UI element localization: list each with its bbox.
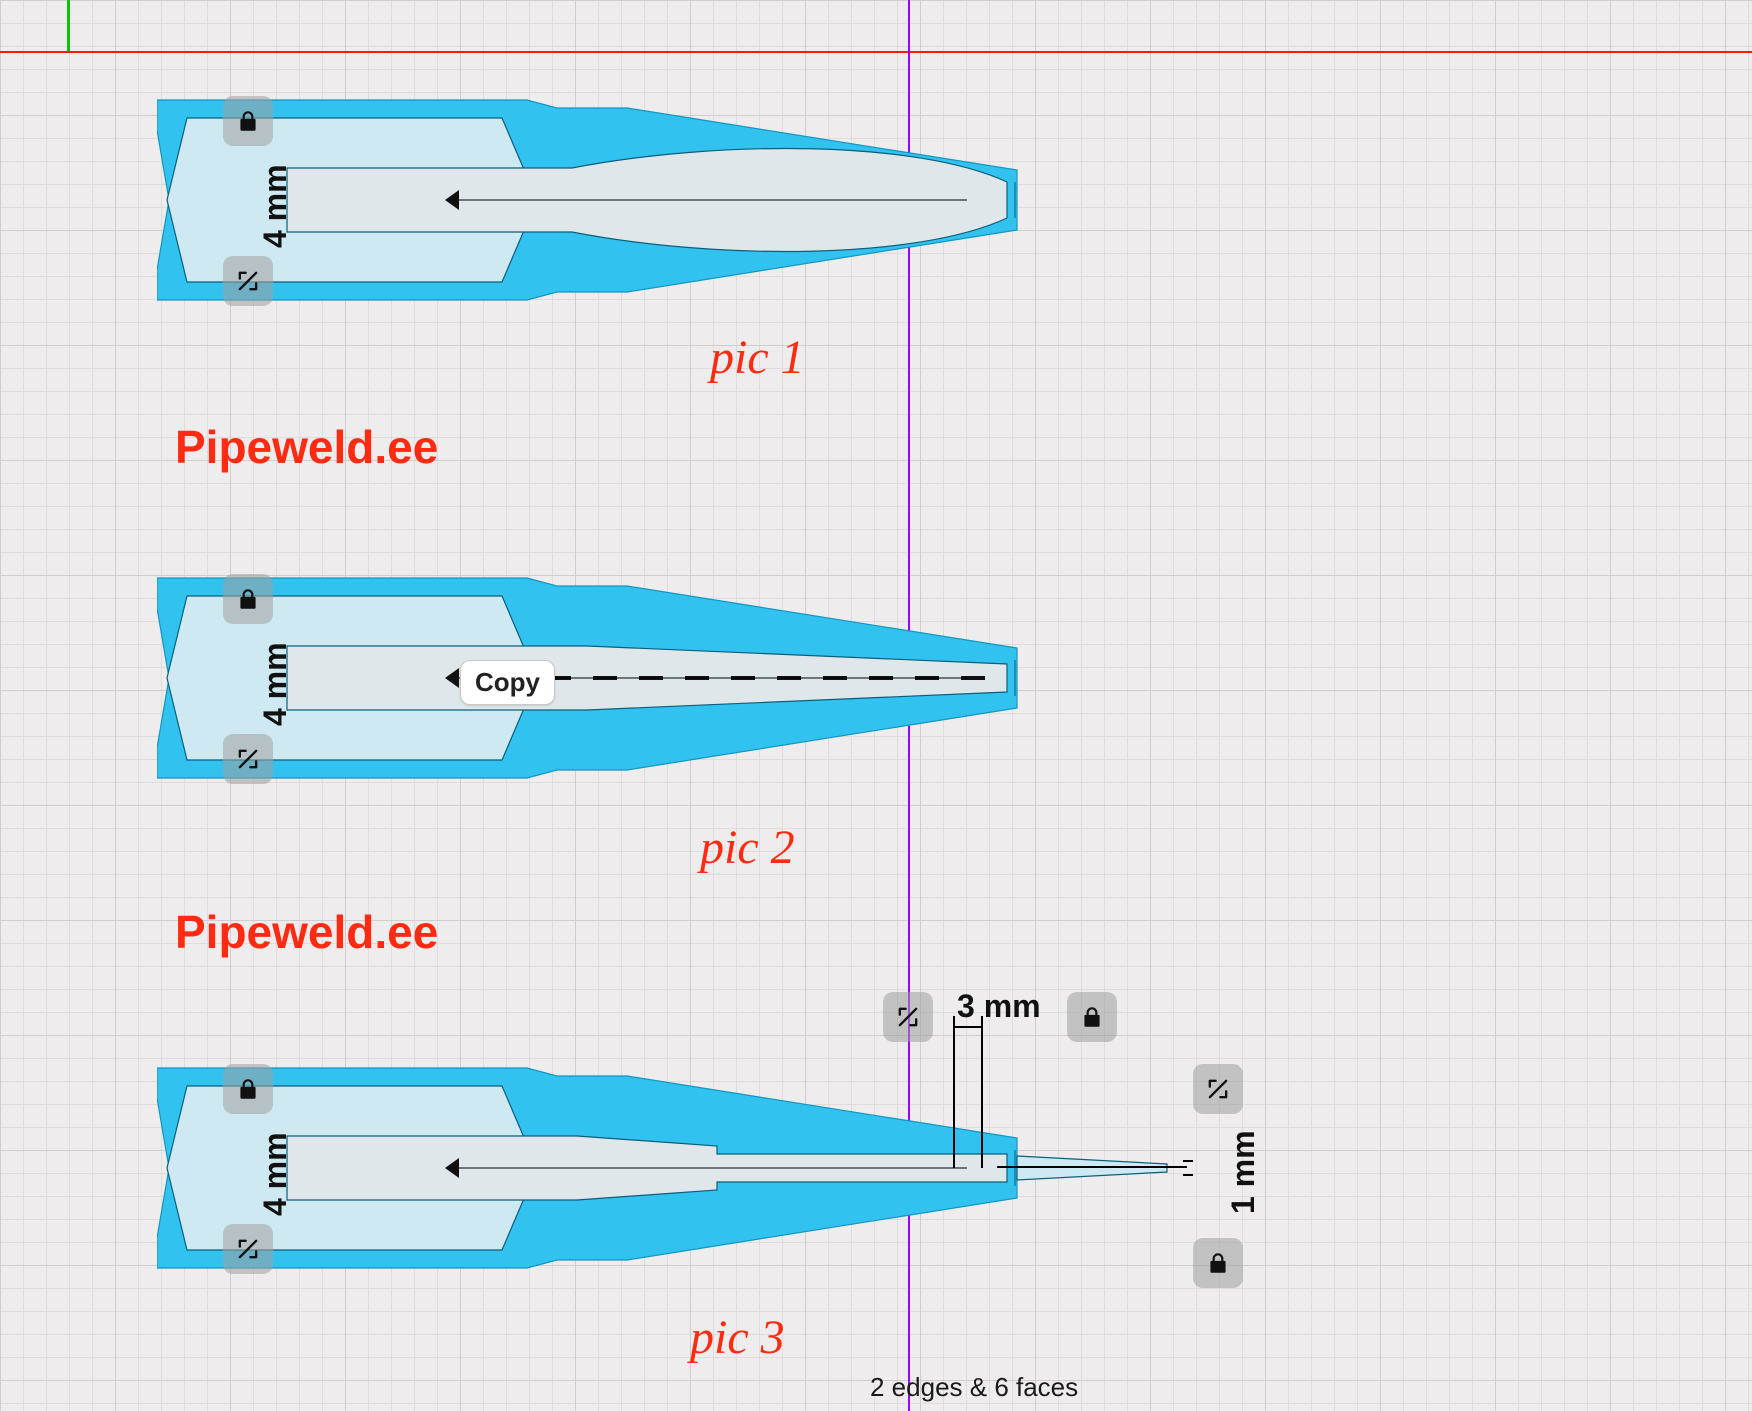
dim-extension-line [981,1016,983,1168]
watermark-text: Pipeweld.ee [175,420,438,474]
lock-icon[interactable] [1193,1238,1243,1288]
dim-line [953,1026,981,1028]
part-p3[interactable] [157,1046,1197,1295]
lock-icon[interactable] [223,96,273,146]
caption-pic3: pic 3 [690,1310,785,1365]
dimension-4mm: 4 mm [257,1132,294,1216]
lock-icon[interactable] [223,1064,273,1114]
resize-arrows-icon[interactable] [223,1224,273,1274]
dimension-3mm: 3 mm [957,988,1041,1025]
resize-arrows-icon[interactable] [1193,1064,1243,1114]
dimension-1mm: 1 mm [1225,1130,1262,1214]
caption-pic1: pic 1 [710,330,805,385]
dim-tick [1183,1160,1193,1162]
resize-arrows-icon[interactable] [223,256,273,306]
lock-icon[interactable] [223,574,273,624]
dimension-4mm: 4 mm [257,642,294,726]
cad-canvas[interactable]: 4 mm 4 mm 4 mm pic 1 pic 2 pic 3 Pipeweld.ee… [0,0,1752,1411]
axis-y-green [67,0,70,51]
lock-icon[interactable] [1067,992,1117,1042]
watermark-text: Pipeweld.ee [175,905,438,959]
caption-pic2: pic 2 [700,820,795,875]
dim-tick [1183,1174,1193,1176]
dim-extension-line [953,1016,955,1168]
axis-x-red [0,51,1752,53]
resize-arrows-icon[interactable] [883,992,933,1042]
resize-arrows-icon[interactable] [223,734,273,784]
tooltip-copy[interactable]: Copy [460,660,555,705]
dimension-4mm: 4 mm [257,164,294,248]
dim-line [997,1166,1187,1168]
selection-status: 2 edges & 6 faces [870,1372,1078,1403]
